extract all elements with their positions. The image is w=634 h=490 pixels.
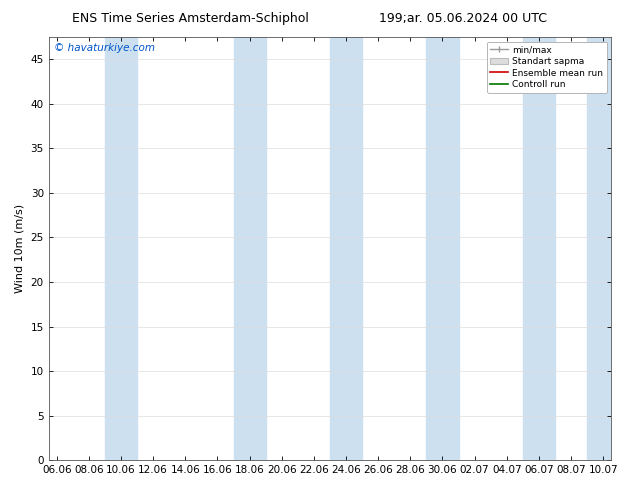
Text: 199;ar. 05.06.2024 00 UTC: 199;ar. 05.06.2024 00 UTC xyxy=(379,12,547,25)
Bar xyxy=(427,37,458,460)
Bar xyxy=(105,37,137,460)
Text: © havaturkiye.com: © havaturkiye.com xyxy=(55,44,155,53)
Y-axis label: Wind 10m (m/s): Wind 10m (m/s) xyxy=(15,204,25,293)
Bar xyxy=(330,37,362,460)
Bar xyxy=(587,37,619,460)
Text: ENS Time Series Amsterdam-Schiphol: ENS Time Series Amsterdam-Schiphol xyxy=(72,12,309,25)
Bar xyxy=(233,37,266,460)
Bar xyxy=(523,37,555,460)
Legend: min/max, Standart sapma, Ensemble mean run, Controll run: min/max, Standart sapma, Ensemble mean r… xyxy=(487,42,607,93)
